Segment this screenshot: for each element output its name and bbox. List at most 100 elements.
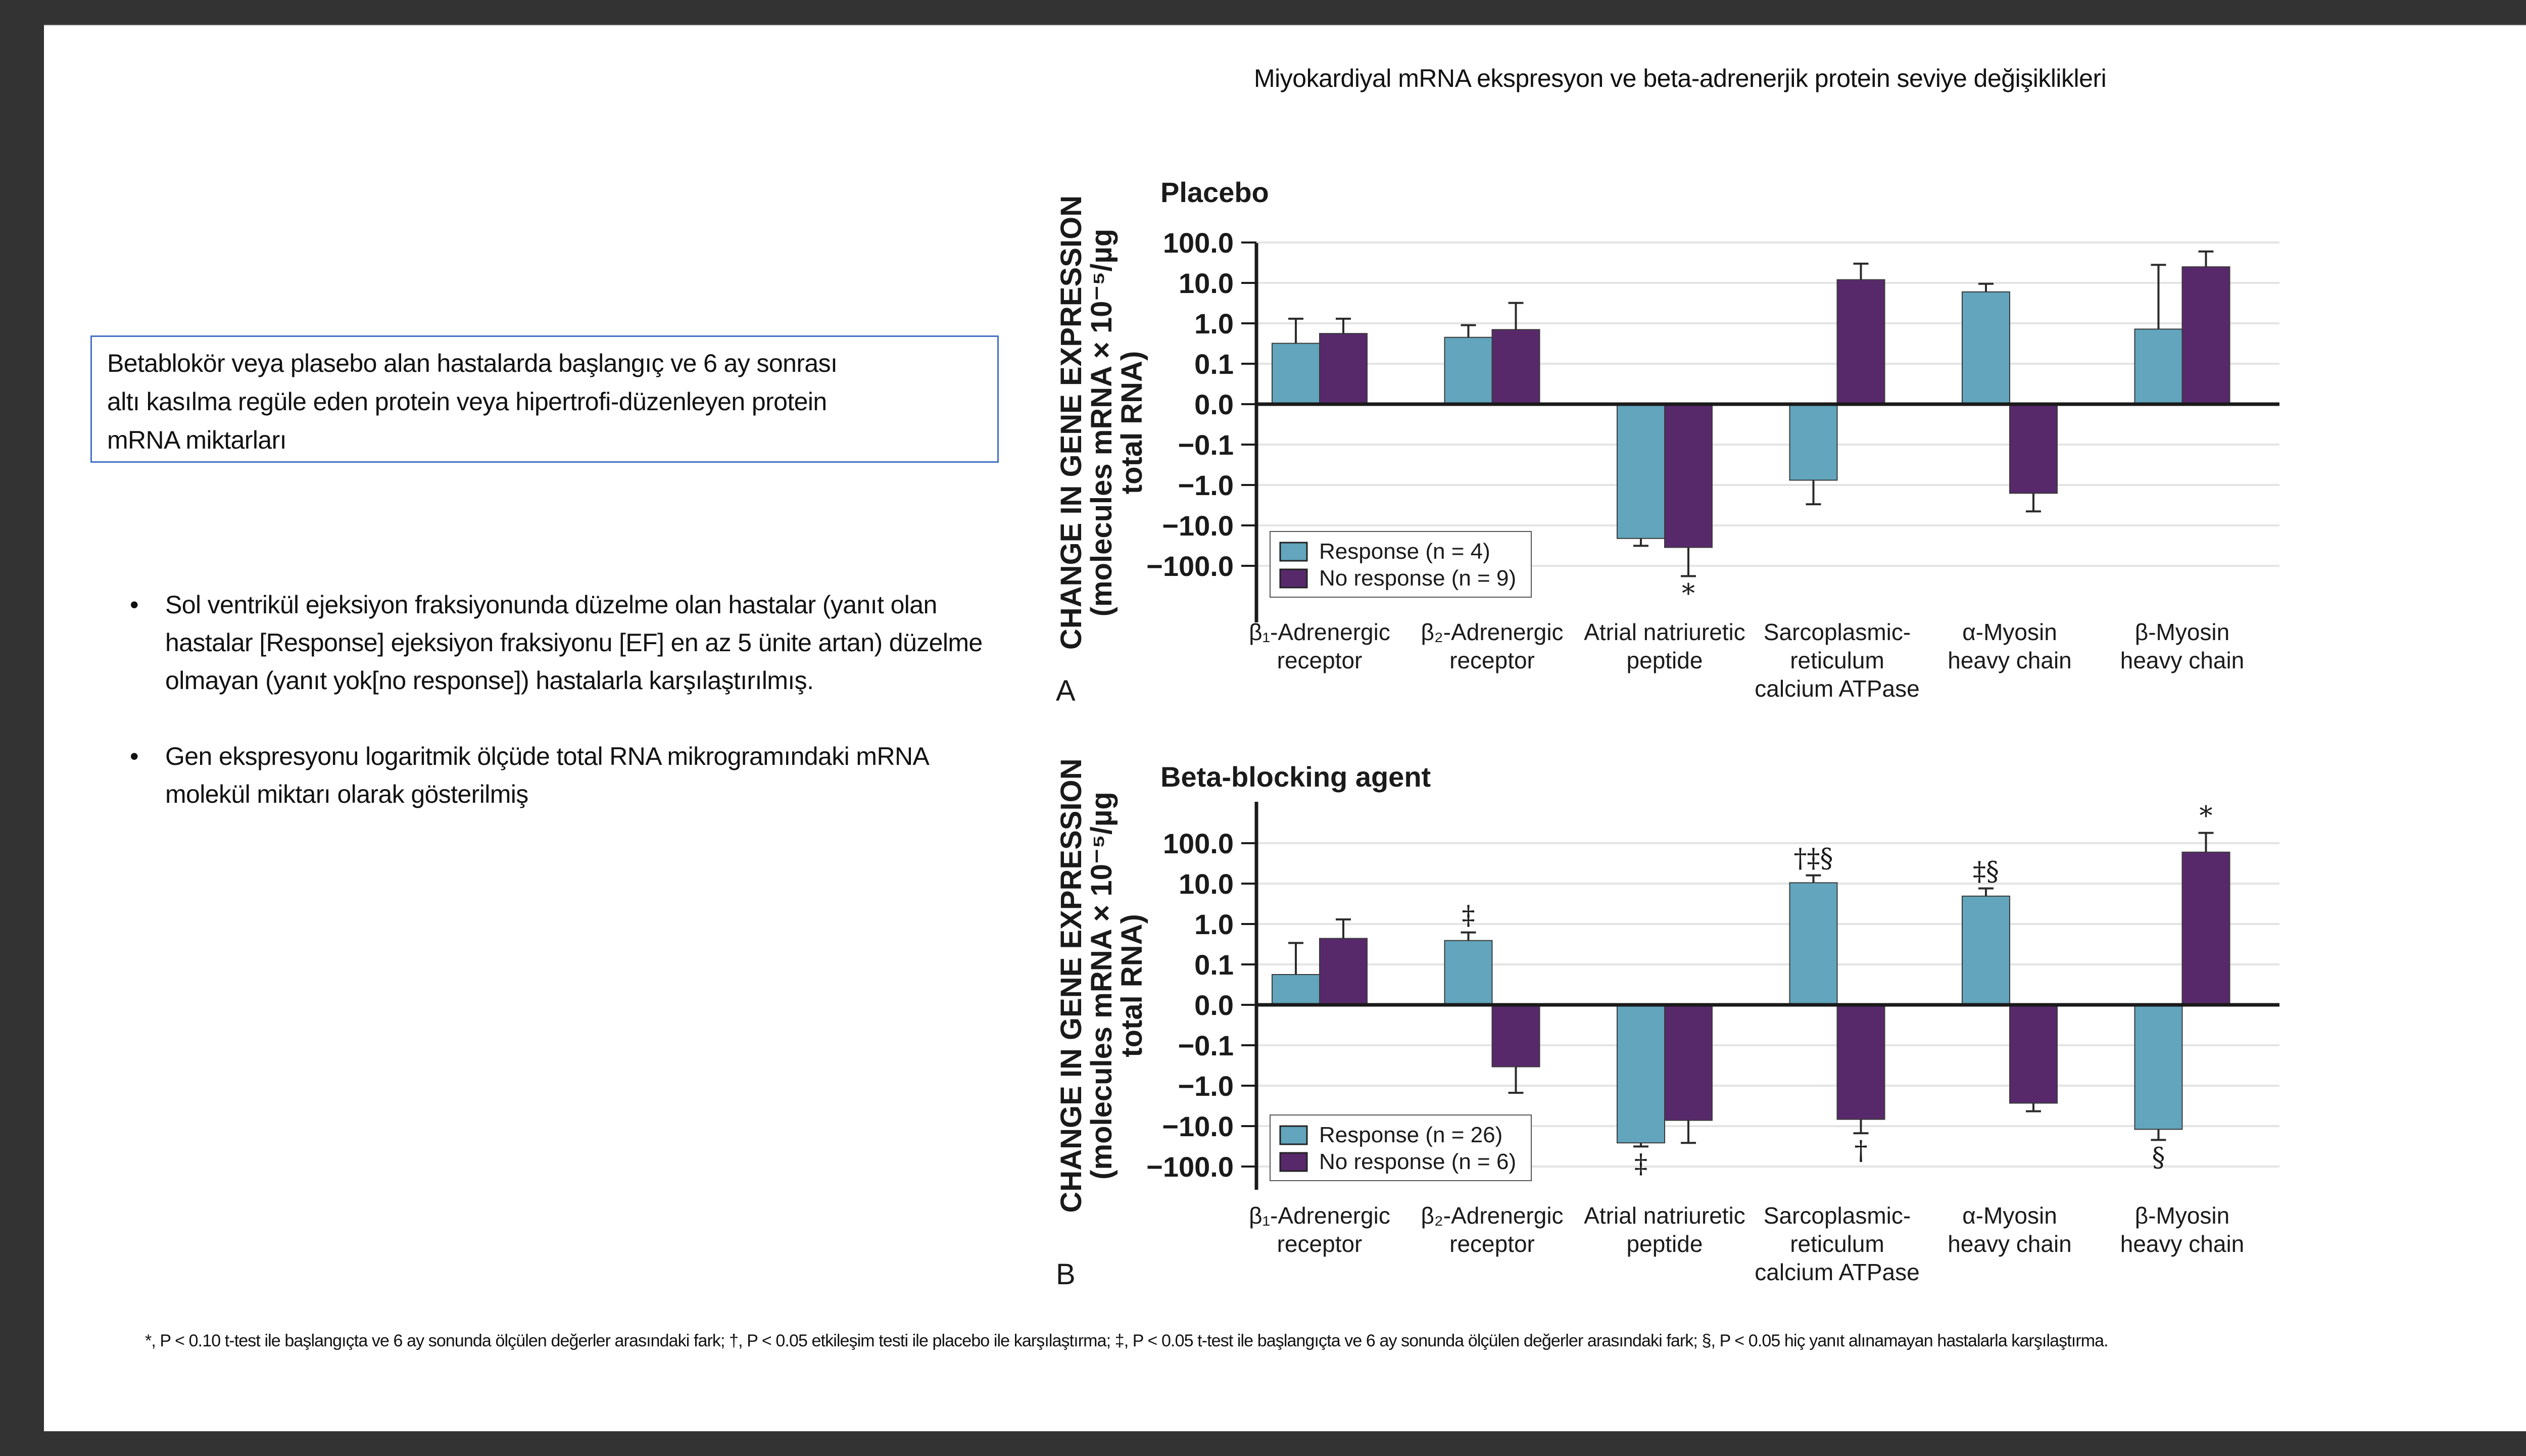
bullet-list: • Sol ventrikül ejeksiyon fraksiyonunda …	[130, 586, 1019, 813]
legend-swatch-no_response	[1279, 568, 1308, 589]
y-axis-label-line: CHANGE IN GENE EXPRESSION	[1055, 196, 1088, 650]
significance-marker: *	[2200, 801, 2213, 832]
x-category-label: β₁-Adrenergic	[1249, 619, 1390, 645]
y-tick-label: 10.0	[1179, 267, 1234, 299]
panel-letter: B	[1056, 1258, 1076, 1291]
x-category-label: reticulum	[1790, 1231, 1884, 1257]
x-category-label: Sarcoplasmic-	[1764, 1202, 1911, 1229]
significance-marker: ‡	[1634, 1149, 1647, 1179]
bullet-text: Gen ekspresyonu logaritmik ölçüde total …	[165, 742, 928, 808]
x-category-label: peptide	[1627, 647, 1703, 673]
y-tick-label: −10.0	[1162, 1110, 1234, 1142]
bar-response	[1272, 343, 1320, 405]
x-category-label: heavy chain	[2120, 647, 2245, 673]
y-tick-label: 100.0	[1163, 227, 1234, 259]
x-category-label: receptor	[1449, 1231, 1535, 1257]
y-tick-label: −100.0	[1146, 1151, 1234, 1183]
y-tick-label: −1.0	[1178, 469, 1234, 501]
bar-response	[1272, 974, 1320, 1005]
x-category-label: β₂-Adrenergic	[1421, 1202, 1563, 1229]
x-category-label: receptor	[1277, 647, 1363, 673]
bar-no_response	[1491, 1004, 1540, 1067]
bullet-text: Sol ventrikül ejeksiyon fraksiyonunda dü…	[165, 591, 983, 695]
bar-response	[1444, 940, 1493, 1006]
legend-box	[1270, 531, 1532, 598]
y-tick-label: 10.0	[1179, 868, 1234, 900]
significance-marker: §	[2152, 1142, 2165, 1173]
info-box-line: mRNA miktarları	[107, 426, 287, 454]
x-category-label: receptor	[1449, 647, 1535, 673]
bar-no_response	[2009, 1004, 2058, 1104]
bar-no_response	[2181, 851, 2230, 1006]
x-category-label: heavy chain	[1948, 647, 2072, 673]
x-category-label: β-Myosin	[2135, 619, 2229, 645]
y-tick-label: −100.0	[1146, 550, 1234, 582]
significance-marker: ‡§	[1973, 857, 1999, 887]
y-axis-label-line: total RNA)	[1115, 914, 1148, 1057]
bar-no_response	[1319, 333, 1368, 405]
y-tick-label: −0.1	[1178, 429, 1234, 461]
y-tick-label: 0.1	[1194, 348, 1234, 380]
bar-no_response	[1664, 1004, 1713, 1121]
bar-no_response	[2181, 266, 2230, 405]
y-tick-label: 0.0	[1194, 989, 1234, 1021]
x-category-label: α-Myosin	[1962, 1202, 2057, 1229]
info-box-line: altı kasılma regüle eden protein veya hi…	[107, 387, 827, 416]
bar-no_response	[2009, 404, 2058, 494]
bar-response	[1617, 404, 1665, 539]
info-box-line: Betablokör veya plasebo alan hastalarda …	[107, 349, 838, 377]
y-tick-label: 1.0	[1194, 908, 1234, 940]
x-category-label: α-Myosin	[1962, 619, 2057, 645]
legend-swatch-response	[1279, 1125, 1308, 1145]
bar-no_response	[1836, 279, 1885, 405]
bar-response	[1962, 895, 2010, 1005]
y-axis-label-line: (molecules mRNA × 10⁻⁵/µg	[1085, 792, 1118, 1180]
x-category-label: heavy chain	[1948, 1231, 2072, 1257]
bar-no_response	[1491, 329, 1540, 405]
x-category-label: β₁-Adrenergic	[1249, 1202, 1390, 1229]
y-axis-label: CHANGE IN GENE EXPRESSION(molecules mRNA…	[1055, 196, 1148, 650]
bullet-item: • Gen ekspresyonu logaritmik ölçüde tota…	[130, 738, 1019, 813]
y-tick-label: −1.0	[1178, 1070, 1234, 1102]
y-axis-label-line: total RNA)	[1115, 351, 1148, 495]
significance-marker: *	[1682, 578, 1695, 609]
legend-label: No response (n = 9)	[1319, 566, 1516, 591]
legend-swatch-response	[1279, 542, 1308, 562]
bar-response	[2134, 328, 2183, 405]
legend: Response (n = 4)No response (n = 9)	[1270, 531, 1532, 598]
y-tick-label: −10.0	[1162, 510, 1234, 542]
x-category-label: peptide	[1627, 1231, 1703, 1257]
bar-no_response	[1319, 938, 1368, 1006]
bar-response	[2134, 1004, 2183, 1130]
legend-box	[1270, 1114, 1532, 1181]
info-box: Betablokör veya plasebo alan hastalarda …	[90, 335, 999, 463]
bar-response	[1962, 291, 2010, 405]
significance-marker: †‡§	[1794, 844, 1833, 874]
y-tick-label: 100.0	[1163, 828, 1234, 859]
x-category-label: Atrial natriuretic	[1584, 1202, 1745, 1229]
panel-title: Placebo	[1160, 176, 1269, 208]
y-tick-label: −0.1	[1178, 1030, 1234, 1061]
y-axis-label: CHANGE IN GENE EXPRESSION(molecules mRNA…	[1055, 758, 1148, 1212]
bullet-dot-icon: •	[130, 591, 139, 619]
legend-label: Response (n = 4)	[1319, 539, 1490, 564]
x-category-label: β₂-Adrenergic	[1421, 619, 1563, 645]
bar-response	[1617, 1004, 1665, 1144]
legend-swatch-no_response	[1279, 1152, 1308, 1172]
panel-letter: A	[1056, 674, 1076, 707]
legend-label: Response (n = 26)	[1319, 1123, 1502, 1147]
y-tick-label: 0.1	[1194, 949, 1234, 981]
bar-no_response	[1836, 1004, 1885, 1120]
bullet-item: • Sol ventrikül ejeksiyon fraksiyonunda …	[130, 586, 1019, 700]
x-category-label: reticulum	[1790, 647, 1884, 673]
x-category-label: calcium ATPase	[1755, 675, 1919, 702]
significance-marker: ‡	[1462, 901, 1475, 931]
bar-response	[1789, 882, 1838, 1005]
x-category-label: calcium ATPase	[1755, 1259, 1919, 1285]
slide: Miyokardiyal mRNA ekspresyon ve beta-adr…	[44, 24, 2526, 1431]
legend-label: No response (n = 6)	[1319, 1149, 1516, 1174]
bar-response	[1789, 404, 1838, 481]
x-category-label: heavy chain	[2120, 1231, 2245, 1257]
x-category-label: Sarcoplasmic-	[1764, 619, 1911, 645]
